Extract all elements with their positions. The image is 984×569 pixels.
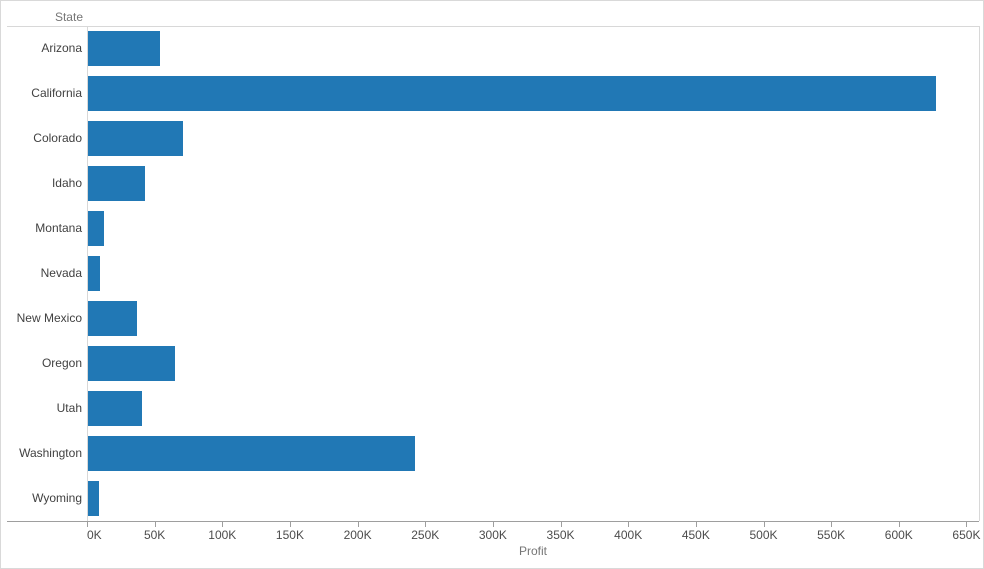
x-tick-label-0k: 0K — [87, 528, 102, 542]
y-axis-origin-line — [87, 26, 88, 521]
bar-arizona[interactable] — [88, 31, 160, 66]
x-tick-600k — [898, 522, 900, 527]
row-label-oregon[interactable]: Oregon — [41, 356, 82, 370]
x-tick-label-350k: 350K — [546, 528, 575, 542]
x-tick-300k — [492, 522, 494, 527]
x-tick-400k — [628, 522, 630, 527]
bar-oregon[interactable] — [88, 346, 175, 381]
bar-nevada[interactable] — [88, 256, 101, 291]
x-tick-label-100k: 100K — [208, 528, 237, 542]
x-tick-200k — [357, 522, 359, 527]
row-label-california[interactable]: California — [31, 86, 82, 100]
x-tick-label-450k: 450K — [681, 528, 710, 542]
x-tick-label-200k: 200K — [343, 528, 372, 542]
x-tick-500k — [763, 522, 765, 527]
x-tick-label-250k: 250K — [411, 528, 440, 542]
row-label-colorado[interactable]: Colorado — [33, 131, 82, 145]
plot-right-border — [979, 26, 980, 521]
x-tick-450k — [695, 522, 697, 527]
bar-idaho[interactable] — [88, 166, 145, 201]
x-tick-250k — [425, 522, 427, 527]
bar-wyoming[interactable] — [88, 481, 99, 516]
x-tick-label-550k: 550K — [817, 528, 846, 542]
row-label-idaho[interactable]: Idaho — [51, 176, 82, 190]
bar-utah[interactable] — [88, 391, 143, 426]
bar-california[interactable] — [88, 76, 937, 111]
x-tick-label-150k: 150K — [275, 528, 304, 542]
x-tick-0k — [87, 522, 88, 527]
row-label-utah[interactable]: Utah — [56, 401, 82, 415]
row-label-montana[interactable]: Montana — [35, 221, 82, 235]
x-tick-100k — [222, 522, 224, 527]
x-tick-label-500k: 500K — [749, 528, 778, 542]
row-label-new-mexico[interactable]: New Mexico — [16, 311, 82, 325]
x-tick-label-50k: 50K — [143, 528, 166, 542]
x-tick-label-300k: 300K — [478, 528, 507, 542]
row-label-wyoming[interactable]: Wyoming — [32, 491, 82, 505]
x-axis-title: Profit — [518, 544, 547, 558]
x-tick-650k — [966, 522, 968, 527]
bar-washington[interactable] — [88, 436, 416, 471]
bar-montana[interactable] — [88, 211, 105, 246]
row-label-nevada[interactable]: Nevada — [40, 266, 82, 280]
row-label-washington[interactable]: Washington — [19, 446, 82, 460]
header-divider-line — [7, 26, 979, 27]
x-tick-label-600k: 600K — [884, 528, 913, 542]
x-tick-label-650k: 650K — [952, 528, 981, 542]
x-axis-line — [7, 521, 979, 522]
x-tick-150k — [289, 522, 291, 527]
x-tick-350k — [560, 522, 562, 527]
row-label-arizona[interactable]: Arizona — [41, 41, 82, 55]
column-header-state: State — [54, 10, 83, 24]
bar-new-mexico[interactable] — [88, 301, 137, 336]
x-tick-label-400k: 400K — [614, 528, 643, 542]
x-tick-550k — [831, 522, 833, 527]
x-tick-50k — [154, 522, 156, 527]
bar-colorado[interactable] — [88, 121, 183, 156]
